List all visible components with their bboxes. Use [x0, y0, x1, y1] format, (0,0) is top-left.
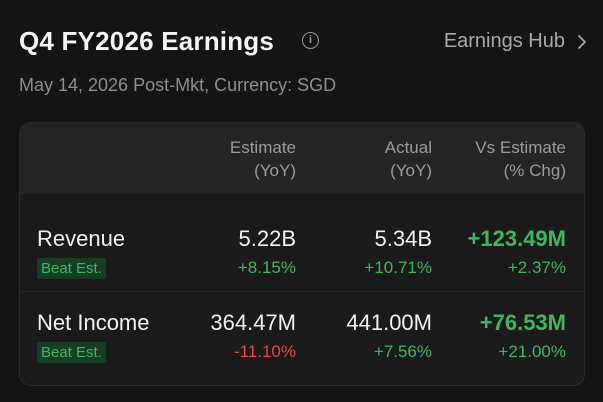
table-row-revenue[interactable]: Revenue Beat Est. 5.22B +8.15% 5.34B +10… [20, 220, 584, 304]
earnings-table: Estimate (YoY) Actual (YoY) Vs Estimate … [19, 122, 585, 386]
actual-value: 5.34B [374, 226, 433, 251]
estimate-yoy: -11.10% [233, 342, 296, 361]
actual-yoy: +7.56% [373, 342, 432, 361]
row-divider [20, 291, 584, 292]
estimate-yoy: +8.15% [237, 258, 296, 277]
actual-yoy: +10.71% [364, 258, 432, 277]
vs-estimate-value: +123.49M [467, 226, 566, 251]
table-row-net-income[interactable]: Net Income Beat Est. 364.47M -11.10% 441… [20, 304, 584, 385]
vs-estimate-value: +76.53M [479, 310, 566, 335]
actual-value: 441.00M [346, 310, 432, 335]
report-subtitle: May 14, 2026 Post-Mkt, Currency: SGD [19, 75, 337, 95]
chevron-right-icon [578, 34, 586, 49]
earnings-hub-label: Earnings Hub [443, 30, 565, 52]
estimate-value: 364.47M [210, 310, 296, 335]
info-icon[interactable]: i [302, 32, 319, 49]
beat-estimate-badge: Beat Est. [37, 342, 106, 363]
earnings-hub-link[interactable]: Earnings Hub [444, 30, 587, 53]
column-header-vs-estimate: Vs Estimate (% Chg) [475, 138, 566, 180]
metric-label: Revenue [37, 226, 126, 251]
vs-estimate-pct: +21.00% [498, 342, 566, 361]
column-header-estimate: Estimate (YoY) [229, 138, 296, 180]
vs-estimate-pct: +2.37% [507, 258, 566, 277]
metric-label: Net Income [37, 310, 150, 335]
page-title: Q4 FY2026 Earnings [19, 26, 275, 56]
column-header-actual: Actual (YoY) [384, 138, 432, 180]
estimate-value: 5.22B [238, 226, 297, 251]
beat-estimate-badge: Beat Est. [37, 258, 106, 279]
table-header: Estimate (YoY) Actual (YoY) Vs Estimate … [20, 123, 584, 194]
